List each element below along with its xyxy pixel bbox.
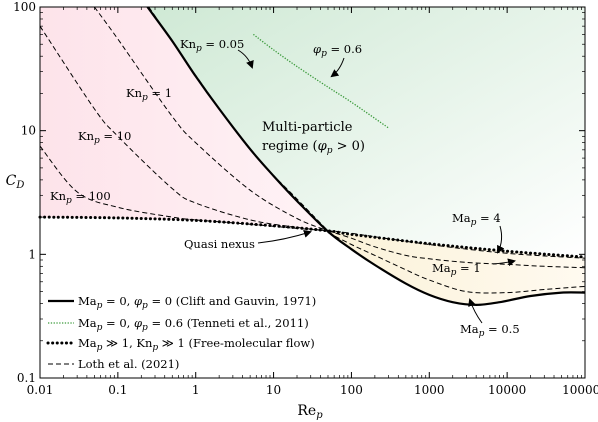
series-line-4	[93, 6, 329, 232]
label-multi-particle-2: regime (φp > 0)	[262, 139, 365, 156]
x-tick-label: 100	[340, 383, 363, 397]
label-kn-10: Knp = 10	[78, 129, 131, 146]
arrow-ma-4	[497, 225, 505, 254]
y-tick-label: 100	[13, 0, 36, 14]
arrow-ma-05	[468, 298, 483, 324]
legend-label-loth: Loth et al. (2021)	[78, 357, 179, 371]
arrow-phi-06	[330, 57, 345, 78]
shaded-regions	[40, 7, 585, 305]
series-line-6	[39, 145, 329, 232]
label-kn-100: Knp = 100	[50, 189, 111, 206]
series-line-3	[148, 6, 329, 232]
label-kn-1: Knp = 1	[126, 86, 172, 103]
label-quasi-nexus: Quasi nexus	[184, 237, 255, 251]
x-axis-title: Rep	[297, 403, 323, 421]
label-phi-06: φp = 0.6	[313, 42, 362, 59]
series-line-5	[39, 25, 329, 232]
x-tick-label: 10000	[488, 383, 526, 397]
x-tick-label: 1	[192, 383, 200, 397]
series-line-9	[327, 232, 586, 294]
multiparticle-region	[147, 7, 585, 258]
series-line-8	[327, 230, 586, 269]
legend-label-tenneti: Map = 0, φp = 0.6 (Tenneti et al., 2011)	[78, 316, 309, 333]
arrow-ma-1	[492, 258, 516, 267]
x-tick-label: 0.1	[108, 383, 127, 397]
plot-frame	[39, 6, 586, 379]
arrow-quasi-nexus	[257, 230, 312, 244]
series-layer	[38, 6, 587, 307]
y-tick-label: 1	[28, 247, 36, 261]
x-tick-label: 0.01	[27, 383, 54, 397]
y-tick-label: 0.1	[17, 371, 36, 385]
y-tick-label: 10	[21, 124, 36, 138]
legend-label-clift: Map = 0, φp = 0 (Clift and Gauvin, 1971)	[78, 294, 316, 311]
arrow-kn-005	[237, 49, 254, 69]
rarefied-region	[40, 7, 328, 232]
annotations: Knp = 0.05 Knp = 1 Knp = 10 Knp = 100 φp…	[50, 37, 520, 339]
label-multi-particle-1: Multi-particle	[262, 120, 353, 135]
y-axis-title: CD	[6, 173, 25, 191]
label-ma-05: Map = 0.5	[460, 322, 520, 339]
legend: Map = 0, φp = 0 (Clift and Gauvin, 1971)…	[46, 294, 316, 371]
series-line-1	[252, 33, 389, 129]
series-line-2	[38, 215, 587, 259]
compressible-region	[328, 230, 585, 305]
x-tick-label: 10	[266, 383, 281, 397]
label-ma-1: Map = 1	[432, 261, 481, 278]
label-ma-4: Map = 4	[452, 211, 501, 228]
legend-label-free-molecular: Map ≫ 1, Knp ≫ 1 (Free-molecular flow)	[78, 336, 315, 353]
x-tick-label: 1000	[414, 383, 445, 397]
